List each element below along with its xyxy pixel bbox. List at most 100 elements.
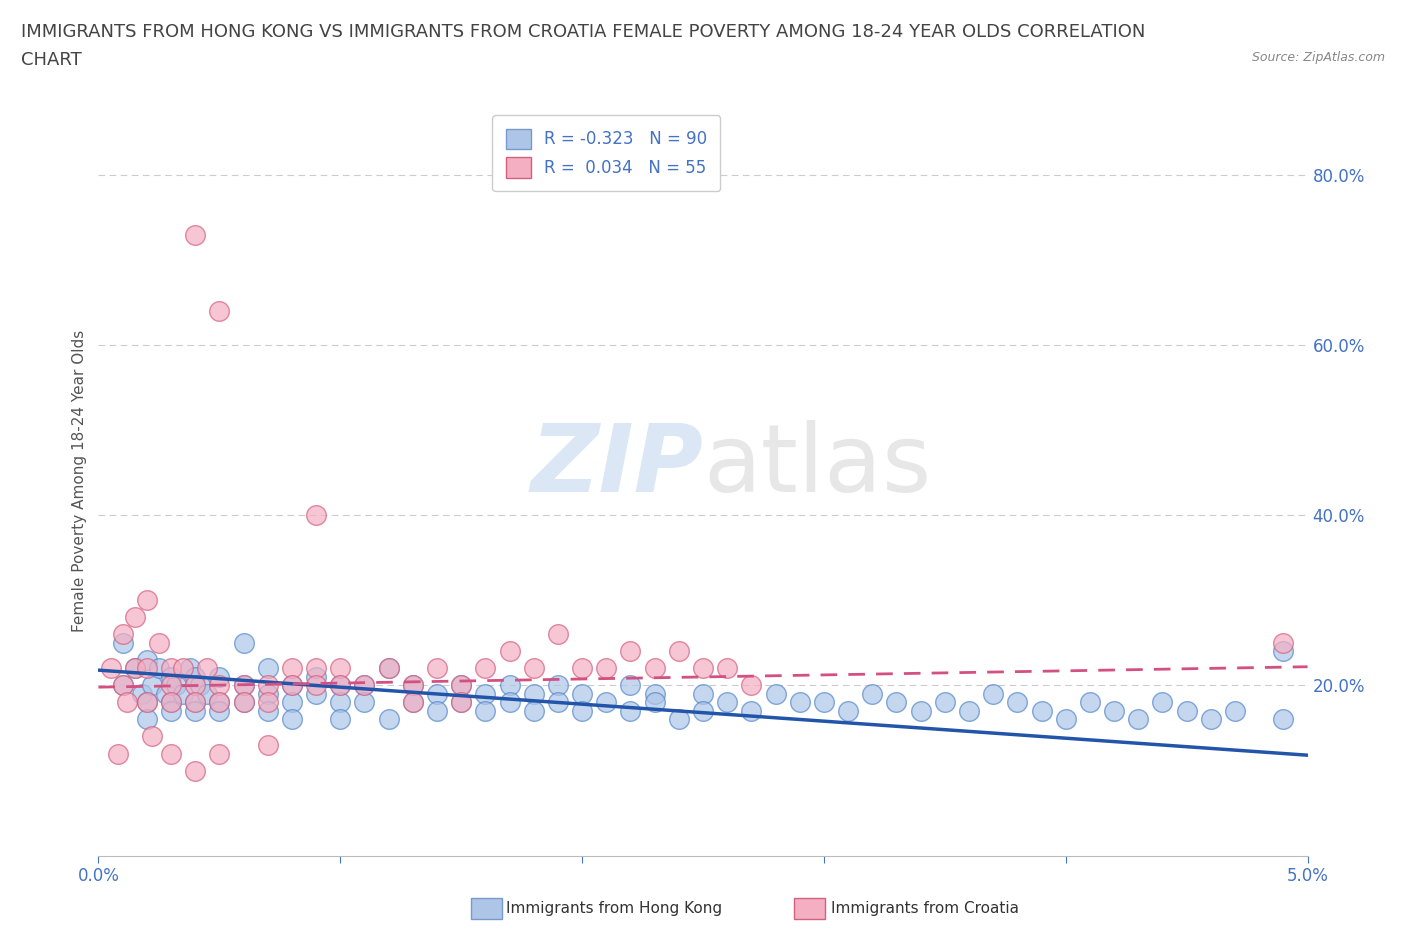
Point (450, 678, 472, 693)
Point (353, 678, 375, 693)
Point (184, 703, 207, 718)
Point (160, 746, 183, 761)
Point (377, 661, 399, 676)
Point (305, 670, 328, 684)
Point (184, 695, 207, 710)
Point (765, 686, 787, 701)
Point (148, 635, 170, 650)
Point (124, 661, 146, 676)
Legend: R = -0.323   N = 90, R =  0.034   N = 55: R = -0.323 N = 90, R = 0.034 N = 55 (492, 115, 720, 191)
Point (188, 678, 211, 693)
Point (981, 686, 1004, 701)
Point (547, 678, 569, 693)
Point (160, 695, 183, 710)
Point (232, 678, 254, 693)
Point (716, 695, 738, 710)
Point (1272, 644, 1295, 658)
Text: Immigrants from Hong Kong: Immigrants from Hong Kong (506, 901, 723, 916)
Point (329, 678, 352, 693)
Point (402, 678, 425, 693)
Point (353, 695, 375, 710)
Point (377, 661, 399, 676)
Point (160, 703, 183, 718)
Point (281, 678, 304, 693)
Point (135, 695, 157, 710)
Point (111, 635, 134, 650)
Point (619, 703, 641, 718)
Point (329, 661, 352, 676)
Point (668, 644, 690, 658)
Point (595, 695, 617, 710)
Point (619, 678, 641, 693)
Point (860, 686, 883, 701)
Point (155, 686, 177, 701)
Point (256, 686, 278, 701)
Point (256, 737, 278, 752)
Point (281, 678, 304, 693)
Point (160, 661, 183, 676)
Point (402, 678, 425, 693)
Point (111, 678, 134, 693)
Point (644, 686, 666, 701)
Point (111, 678, 134, 693)
Point (135, 593, 157, 608)
Point (256, 695, 278, 710)
Point (1128, 712, 1150, 727)
Point (329, 712, 352, 727)
Point (571, 686, 593, 701)
Point (571, 703, 593, 718)
Point (644, 661, 666, 676)
Point (426, 686, 449, 701)
Point (281, 712, 304, 727)
Point (547, 695, 569, 710)
Point (172, 686, 194, 701)
Point (131, 686, 153, 701)
Point (208, 678, 231, 693)
Text: Immigrants from Croatia: Immigrants from Croatia (831, 901, 1019, 916)
Point (644, 695, 666, 710)
Point (1007, 695, 1029, 710)
Point (426, 703, 449, 718)
Point (281, 695, 304, 710)
Point (135, 695, 157, 710)
Point (547, 627, 569, 642)
Text: IMMIGRANTS FROM HONG KONG VS IMMIGRANTS FROM CROATIA FEMALE POVERTY AMONG 18-24 : IMMIGRANTS FROM HONG KONG VS IMMIGRANTS … (21, 23, 1146, 41)
Point (353, 678, 375, 693)
Point (619, 644, 641, 658)
Point (886, 695, 908, 710)
Point (450, 678, 472, 693)
Point (1223, 703, 1246, 718)
Point (934, 695, 956, 710)
Point (184, 670, 207, 684)
Point (141, 729, 163, 744)
Point (208, 695, 231, 710)
Point (208, 746, 231, 761)
Point (208, 703, 231, 718)
Point (837, 703, 859, 718)
Point (523, 661, 546, 676)
Point (305, 678, 328, 693)
Point (256, 661, 278, 676)
Point (232, 635, 254, 650)
Point (1272, 712, 1295, 727)
Point (474, 703, 496, 718)
Point (595, 661, 617, 676)
Text: Source: ZipAtlas.com: Source: ZipAtlas.com (1251, 51, 1385, 64)
Point (450, 695, 472, 710)
Y-axis label: Female Poverty Among 18-24 Year Olds: Female Poverty Among 18-24 Year Olds (72, 330, 87, 632)
Point (184, 764, 207, 778)
Point (256, 678, 278, 693)
Point (1152, 695, 1174, 710)
Point (232, 695, 254, 710)
Point (160, 670, 183, 684)
Point (813, 695, 835, 710)
Point (165, 678, 187, 693)
Point (329, 695, 352, 710)
Point (692, 703, 714, 718)
Point (450, 695, 472, 710)
Point (1199, 712, 1222, 727)
Point (208, 304, 231, 319)
Point (111, 627, 134, 642)
Point (107, 746, 129, 761)
Point (1102, 703, 1125, 718)
